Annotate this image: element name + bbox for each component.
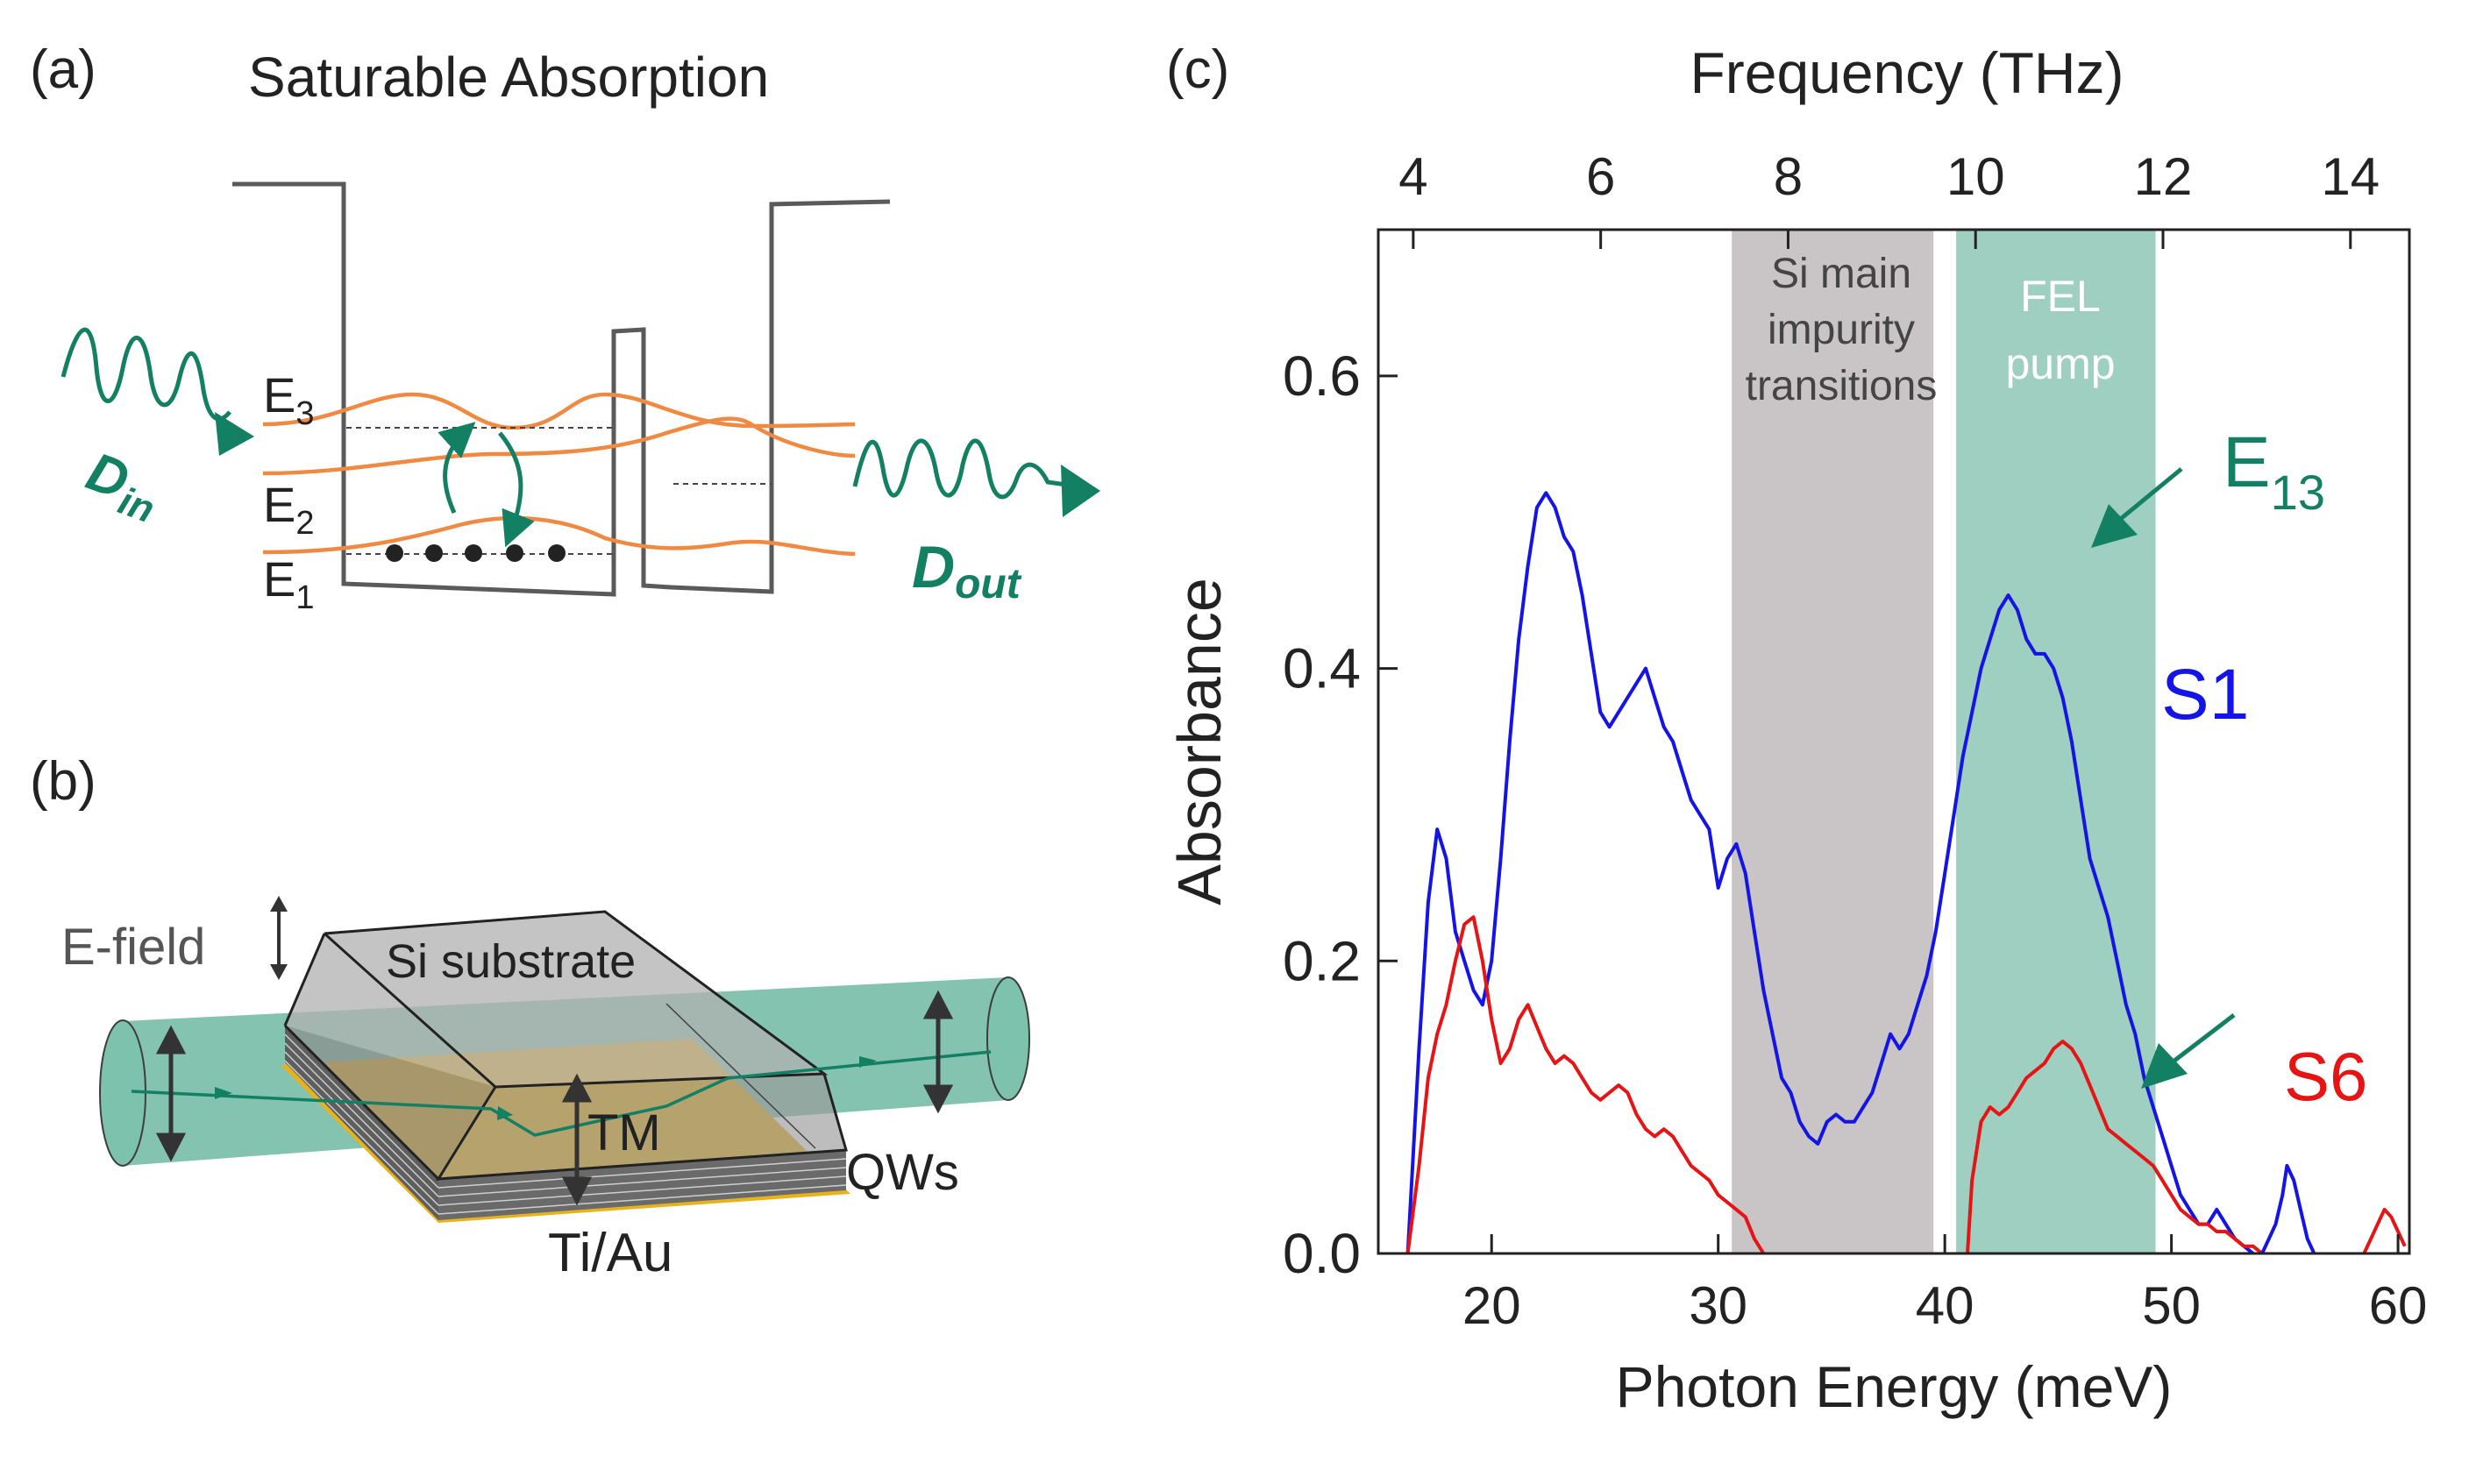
s6-label: S6	[2284, 1038, 2367, 1115]
level-lines	[346, 427, 772, 555]
d-out-label: Dout	[912, 534, 1022, 607]
series-s6-line-5	[2362, 1207, 2407, 1254]
si-substrate	[283, 910, 848, 1181]
top-axis-label: Frequency (THz)	[1690, 40, 2124, 105]
shaded-bands	[1732, 230, 2156, 1253]
d-out-wave	[852, 438, 1100, 517]
series-s6-line-2	[1405, 915, 1766, 1255]
qws-label: QWs	[846, 1144, 959, 1201]
absorbance-plot: 20 30 40 50 60 0.0 0.2 0.4 0.6 4 6 8 10 12 14 Photon En…	[1165, 40, 2427, 1419]
d-in-label: Din	[76, 441, 169, 531]
panel-a-title: Saturable Absorption	[248, 46, 769, 109]
qw-layers	[284, 1026, 847, 1220]
level-labels: E3 E2 E1	[263, 367, 315, 616]
top-tick-label: 12	[2134, 147, 2193, 206]
y-tick-label: 0.6	[1283, 344, 1361, 408]
polarization-arrows	[155, 990, 954, 1206]
e13-arrow	[2091, 467, 2183, 548]
top-tick-label: 4	[1398, 147, 1427, 206]
s6-arrow	[2141, 1013, 2236, 1089]
e-field-arrow	[270, 896, 288, 980]
tm-label: TM	[587, 1104, 661, 1161]
panel-b-label: (b)	[30, 751, 96, 812]
wavefunctions	[262, 392, 856, 557]
substrate-label: Si substrate	[386, 935, 636, 988]
x-tick-label: 30	[1689, 1276, 1747, 1335]
gray-band-text: Si main impurity transitions	[1746, 251, 1938, 409]
label-e2: E2	[263, 477, 315, 542]
e13-label: E13	[2223, 422, 2325, 520]
x-tick-label: 20	[1462, 1276, 1521, 1335]
x-tick-label: 40	[1916, 1276, 1974, 1335]
d-in-wave	[60, 327, 254, 456]
x-tick-label: 60	[2369, 1276, 2428, 1335]
teal-band-line-1: FEL	[2020, 272, 2101, 321]
gray-band-line-1: Si main	[1771, 251, 1911, 297]
quantum-well-profile	[232, 181, 891, 597]
relaxation-arrow	[498, 431, 535, 548]
shaded-band-2	[1956, 230, 2156, 1253]
beam-path	[131, 1050, 992, 1137]
panel-b: (b) E-field	[30, 751, 1030, 1283]
series-layer	[1405, 491, 2407, 1255]
top-tick-label: 6	[1586, 147, 1615, 206]
wavefunction-e2	[262, 416, 856, 476]
label-e3: E3	[263, 367, 315, 432]
y-tick-label: 0.0	[1283, 1222, 1361, 1285]
y-tick-label: 0.4	[1283, 637, 1361, 700]
gray-band-line-2: impurity	[1768, 307, 1915, 353]
y-tick-label: 0.2	[1283, 929, 1361, 992]
series-s1-line-1	[1405, 491, 2254, 1255]
teal-band-line-2: pump	[2005, 339, 2115, 388]
absorption-arrow	[438, 422, 476, 515]
panel-a-label: (a)	[30, 39, 96, 100]
panel-a: (a) Saturable Absorption E3 E2	[30, 39, 1100, 616]
series-s1-line-4	[2260, 1163, 2316, 1254]
y-axis-label: Absorbance	[1165, 578, 1234, 905]
gray-band-line-3: transitions	[1746, 363, 1938, 409]
wavefunction-e3	[262, 392, 856, 430]
series-s6-line-3	[1966, 1040, 2264, 1255]
panel-c-label: (c)	[1166, 39, 1229, 100]
x-axis-label: Photon Energy (meV)	[1616, 1354, 2173, 1419]
e-field-label: E-field	[61, 919, 205, 976]
wavefunction-e1	[262, 515, 856, 557]
shaded-band-1	[1732, 230, 1934, 1253]
electrons	[386, 544, 566, 562]
teal-band-text: FEL pump	[2005, 272, 2115, 388]
plot-frame	[1377, 228, 2411, 1255]
top-tick-label: 10	[1946, 147, 2005, 206]
x-tick-label: 50	[2142, 1276, 2201, 1335]
s1-label: S1	[2161, 655, 2249, 735]
top-tick-label: 14	[2321, 147, 2380, 206]
contact-label: Ti/Au	[548, 1223, 672, 1283]
panel-c: (c) 20 30 40 50 60 0.0 0.2 0.4 0.6 4 6 8 10 12 14 Photo…	[1165, 39, 2427, 1419]
label-e1: E1	[263, 551, 315, 616]
top-tick-label: 8	[1774, 147, 1803, 206]
axes: 20 30 40 50 60 0.0 0.2 0.4 0.6 4 6 8 10 12 14 Photon En…	[1165, 40, 2427, 1419]
